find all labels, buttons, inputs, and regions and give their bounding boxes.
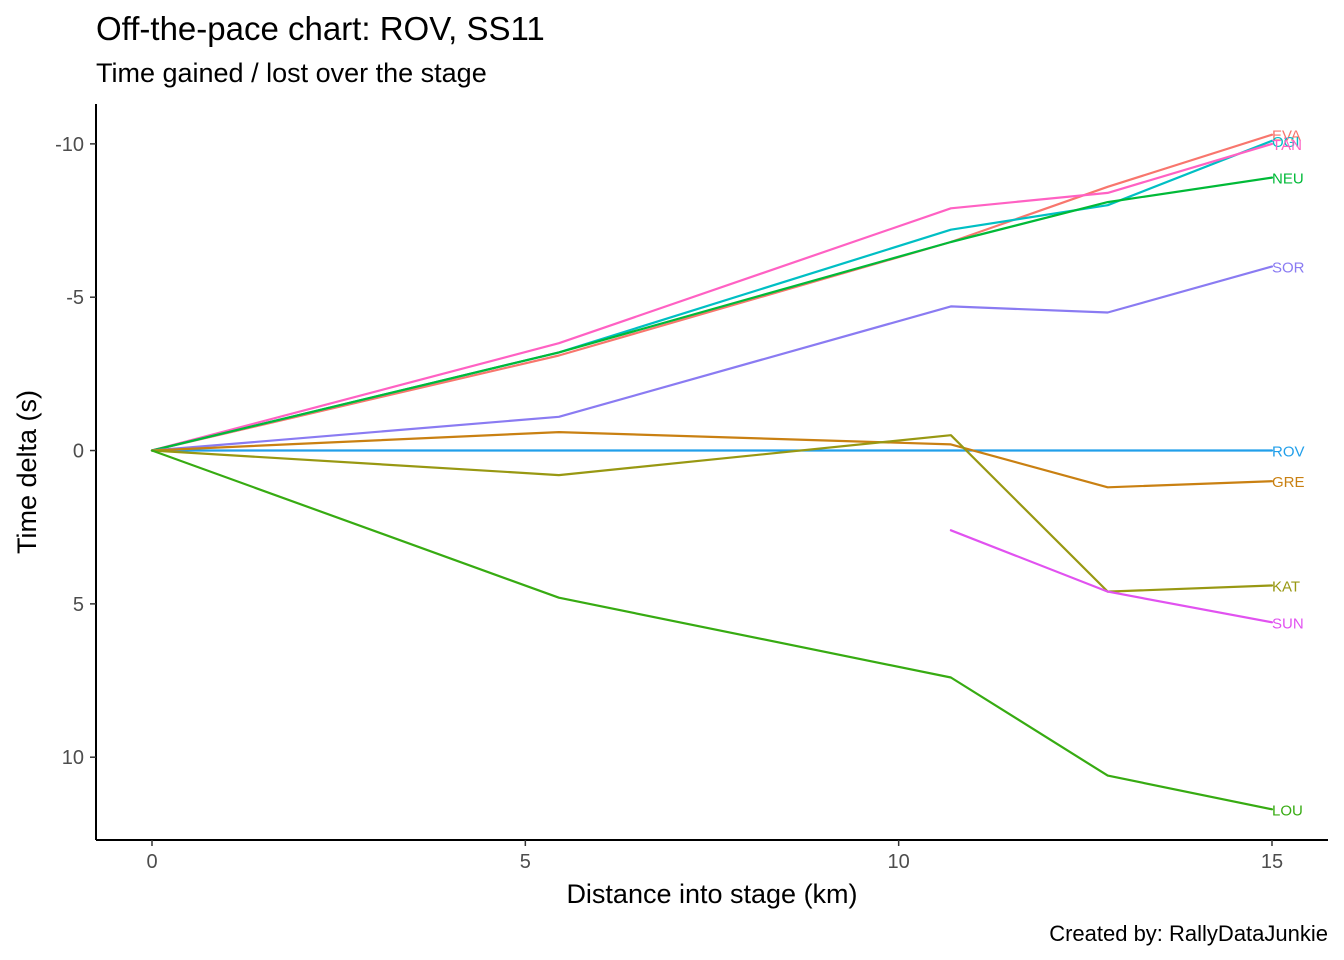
y-tick-label: 10 (62, 747, 84, 769)
series-end-label: EVA (1272, 128, 1301, 145)
series-line-neu (150, 176, 1274, 452)
series-line-tn (150, 142, 1274, 452)
x-tick-label: 5 (520, 851, 531, 873)
series-end-label: ROV (1272, 444, 1305, 461)
y-tick-label: -10 (55, 134, 84, 156)
x-tick-label: 15 (1261, 851, 1283, 873)
series-line-eva (150, 133, 1274, 452)
series-end-label: KAT (1272, 578, 1300, 595)
series-layer (150, 133, 1274, 811)
series-end-label: OGI (1272, 134, 1300, 151)
series-line-sun (949, 529, 1274, 624)
chart-subtitle: Time gained / lost over the stage (96, 58, 487, 88)
series-line-gre (150, 431, 1274, 489)
x-tick-label: 10 (888, 851, 910, 873)
series-line-kat (150, 434, 1274, 593)
axes-layer (95, 104, 1328, 841)
y-tick-label: 0 (73, 441, 84, 463)
series-end-label: GRE (1272, 474, 1305, 491)
x-tick-label: 0 (146, 851, 157, 873)
x-axis-title: Distance into stage (km) (566, 879, 857, 909)
chart-caption: Created by: RallyDataJunkie (1049, 921, 1328, 946)
y-tick-label: 5 (73, 594, 84, 616)
series-line-sor (150, 265, 1274, 452)
y-tick-label: -5 (66, 287, 84, 309)
series-end-label: SOR (1272, 260, 1305, 277)
series-end-label: NEU (1272, 171, 1304, 188)
series-end-label: LOU (1272, 802, 1303, 819)
chart-title: Off-the-pace chart: ROV, SS11 (96, 10, 545, 47)
ticks-layer: 0 5 10 15 -10 -5 0 5 10 (55, 134, 1283, 873)
series-end-label: TÄN (1272, 137, 1302, 154)
series-end-label: SUN (1272, 615, 1304, 632)
y-axis-title: Time delta (s) (12, 390, 42, 554)
series-line-lou (150, 449, 1274, 811)
